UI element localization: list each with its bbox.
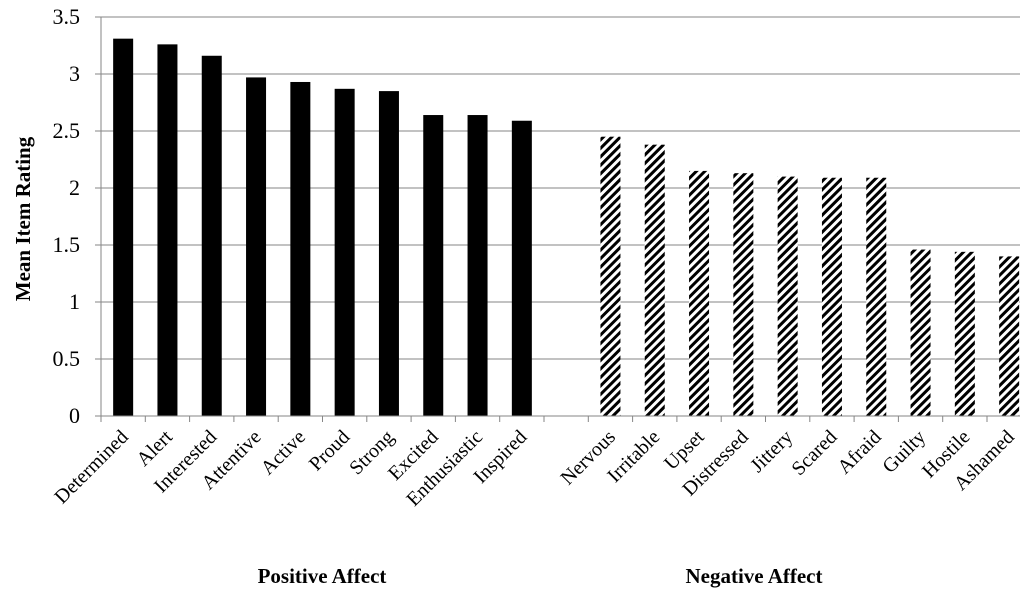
y-tick-label: 0 bbox=[69, 403, 80, 428]
bar-ashamed bbox=[999, 256, 1020, 416]
bar-enthusiastic bbox=[467, 115, 488, 416]
bar-upset bbox=[689, 170, 710, 416]
y-tick-label: 2 bbox=[69, 175, 80, 200]
group-label-negative-affect: Negative Affect bbox=[685, 564, 822, 588]
y-tick-label: 2.5 bbox=[53, 118, 81, 143]
x-tick-label-proud: Proud bbox=[305, 426, 354, 475]
x-tick-label-scared: Scared bbox=[787, 426, 841, 480]
x-tick-label-determined: Determined bbox=[50, 426, 132, 508]
bar-distressed bbox=[733, 173, 754, 416]
y-tick-label: 1.5 bbox=[53, 232, 81, 257]
bar-scared bbox=[821, 177, 842, 416]
bar-proud bbox=[334, 88, 355, 416]
x-tick-label-afraid: Afraid bbox=[833, 426, 885, 478]
bar-inspired bbox=[511, 120, 532, 417]
bar-afraid bbox=[866, 177, 887, 416]
bar-irritable bbox=[644, 144, 665, 416]
y-tick-labels: 0 0.5 1 1.5 2 2.5 3 3.5 bbox=[53, 4, 81, 428]
bar-excited bbox=[423, 115, 444, 416]
x-tick-labels: Determined AlertInterestedAttentiveActive… bbox=[50, 426, 1018, 511]
y-tick-label: 0.5 bbox=[53, 346, 81, 371]
bar-determined bbox=[113, 38, 134, 416]
x-tick-label-jittery: Jittery bbox=[746, 426, 797, 477]
bar-guilty bbox=[910, 249, 931, 416]
y-axis-title: Mean Item Rating bbox=[11, 136, 35, 301]
bar-hostile bbox=[954, 251, 975, 416]
y-tick-label: 3.5 bbox=[53, 4, 81, 29]
y-tick-label: 1 bbox=[69, 289, 80, 314]
bar-jittery bbox=[777, 176, 798, 416]
group-label-positive-affect: Positive Affect bbox=[258, 564, 387, 588]
bar-attentive bbox=[246, 77, 267, 417]
bar-strong bbox=[378, 91, 399, 416]
bar-nervous bbox=[600, 136, 621, 416]
bars bbox=[113, 38, 1020, 417]
axes bbox=[95, 16, 1020, 422]
x-tick-label-active: Active bbox=[257, 426, 310, 479]
bar-interested bbox=[201, 55, 222, 416]
bar-active bbox=[290, 81, 311, 416]
y-tick-label: 3 bbox=[69, 61, 80, 86]
bar-alert bbox=[157, 44, 178, 417]
